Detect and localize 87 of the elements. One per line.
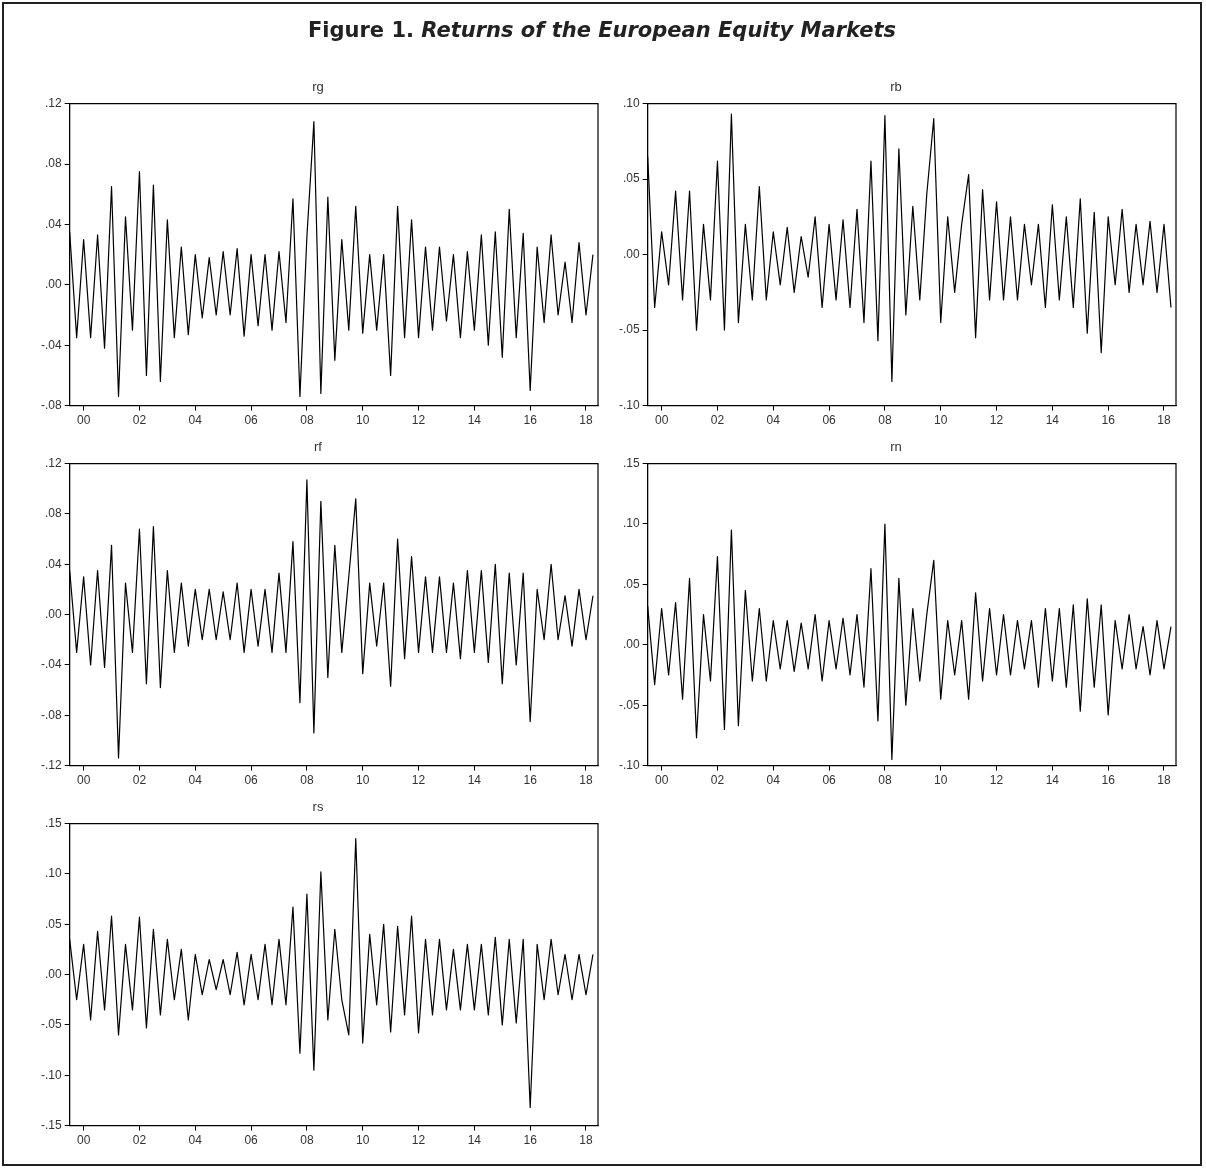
x-tick-label: 12 <box>989 413 1004 428</box>
x-tick-label: 14 <box>1045 413 1060 428</box>
chart-title: rn <box>890 439 902 455</box>
x-tick-label: 08 <box>300 773 314 788</box>
x-tick-label: 08 <box>300 413 314 428</box>
x-tick-label: 18 <box>1157 773 1171 788</box>
x-tick-label: 00 <box>654 413 669 428</box>
x-tick-label: 14 <box>467 413 482 428</box>
x-tick-label: 06 <box>822 413 837 428</box>
y-tick-label: .00 <box>44 966 62 981</box>
x-tick-label: 16 <box>523 413 538 428</box>
y-tick-label: .04 <box>44 556 62 571</box>
x-tick-label: 06 <box>822 773 837 788</box>
x-tick-label: 16 <box>523 773 538 788</box>
y-tick-label: .15 <box>44 815 62 830</box>
y-tick-label: .00 <box>622 637 640 652</box>
y-tick-label: .00 <box>622 246 640 261</box>
y-tick-label: -.04 <box>40 337 62 352</box>
x-tick-label: 04 <box>188 413 203 428</box>
x-tick-label: 18 <box>579 1133 593 1148</box>
x-tick-label: 14 <box>467 1133 482 1148</box>
y-tick-label: .00 <box>44 606 62 621</box>
x-tick-label: 02 <box>132 413 147 428</box>
x-tick-label: 06 <box>244 1133 259 1148</box>
y-tick-label: .12 <box>44 455 62 470</box>
x-tick-label: 04 <box>188 1133 203 1148</box>
x-tick-label: 16 <box>1101 413 1116 428</box>
y-tick-label: -.12 <box>40 757 62 772</box>
y-tick-label: -.10 <box>618 757 640 772</box>
chart-title: rs <box>312 799 324 815</box>
x-tick-label: 12 <box>989 773 1004 788</box>
x-tick-label: 04 <box>766 413 781 428</box>
y-tick-label: .00 <box>44 277 62 292</box>
y-tick-label: .10 <box>622 516 640 531</box>
x-tick-label: 12 <box>411 773 426 788</box>
x-tick-label: 18 <box>1157 413 1171 428</box>
x-tick-label: 02 <box>132 773 147 788</box>
y-tick-label: .08 <box>44 156 62 171</box>
y-tick-label: .10 <box>622 95 640 110</box>
x-tick-label: 10 <box>356 413 370 428</box>
x-tick-label: 02 <box>710 413 725 428</box>
y-tick-label: -.05 <box>618 697 640 712</box>
x-tick-label: 10 <box>934 413 948 428</box>
x-tick-label: 06 <box>244 413 259 428</box>
x-tick-label: 10 <box>356 1133 370 1148</box>
y-tick-label: -.05 <box>40 1017 62 1032</box>
x-tick-label: 00 <box>76 773 91 788</box>
text: Figure 1. Returns of the European Equity Markets <box>307 18 896 42</box>
x-tick-label: 04 <box>188 773 203 788</box>
x-tick-label: 14 <box>467 773 482 788</box>
y-tick-label: -.05 <box>618 322 640 337</box>
y-tick-label: -.08 <box>40 707 62 722</box>
x-tick-label: 00 <box>76 1133 91 1148</box>
x-tick-label: 10 <box>934 773 948 788</box>
x-tick-label: 18 <box>579 413 593 428</box>
x-tick-label: 12 <box>411 1133 426 1148</box>
chart-title: rf <box>314 439 323 455</box>
y-tick-label: .08 <box>44 506 62 521</box>
y-tick-label: .10 <box>44 866 62 881</box>
x-tick-label: 16 <box>1101 773 1116 788</box>
x-tick-label: 18 <box>579 773 593 788</box>
y-tick-label: -.04 <box>40 657 62 672</box>
x-tick-label: 02 <box>132 1133 147 1148</box>
y-tick-label: .05 <box>622 576 640 591</box>
x-tick-label: 10 <box>356 773 370 788</box>
x-tick-label: 16 <box>523 1133 538 1148</box>
chart-title: rb <box>890 79 902 95</box>
y-tick-label: .15 <box>622 455 640 470</box>
x-tick-label: 12 <box>411 413 426 428</box>
x-tick-label: 00 <box>76 413 91 428</box>
x-tick-label: 00 <box>654 773 669 788</box>
x-tick-label: 08 <box>878 413 892 428</box>
x-tick-label: 06 <box>244 773 259 788</box>
y-tick-label: .05 <box>44 916 62 931</box>
x-tick-label: 08 <box>300 1133 314 1148</box>
x-tick-label: 02 <box>710 773 725 788</box>
y-tick-label: -.15 <box>40 1117 62 1132</box>
y-tick-label: -.10 <box>618 397 640 412</box>
y-tick-label: .05 <box>622 171 640 186</box>
y-tick-label: .12 <box>44 95 62 110</box>
x-tick-label: 04 <box>766 773 781 788</box>
y-tick-label: -.08 <box>40 397 62 412</box>
chart-title: rg <box>312 79 324 95</box>
x-tick-label: 08 <box>878 773 892 788</box>
y-tick-label: .04 <box>44 216 62 231</box>
y-tick-label: -.10 <box>40 1067 62 1082</box>
x-tick-label: 14 <box>1045 773 1060 788</box>
